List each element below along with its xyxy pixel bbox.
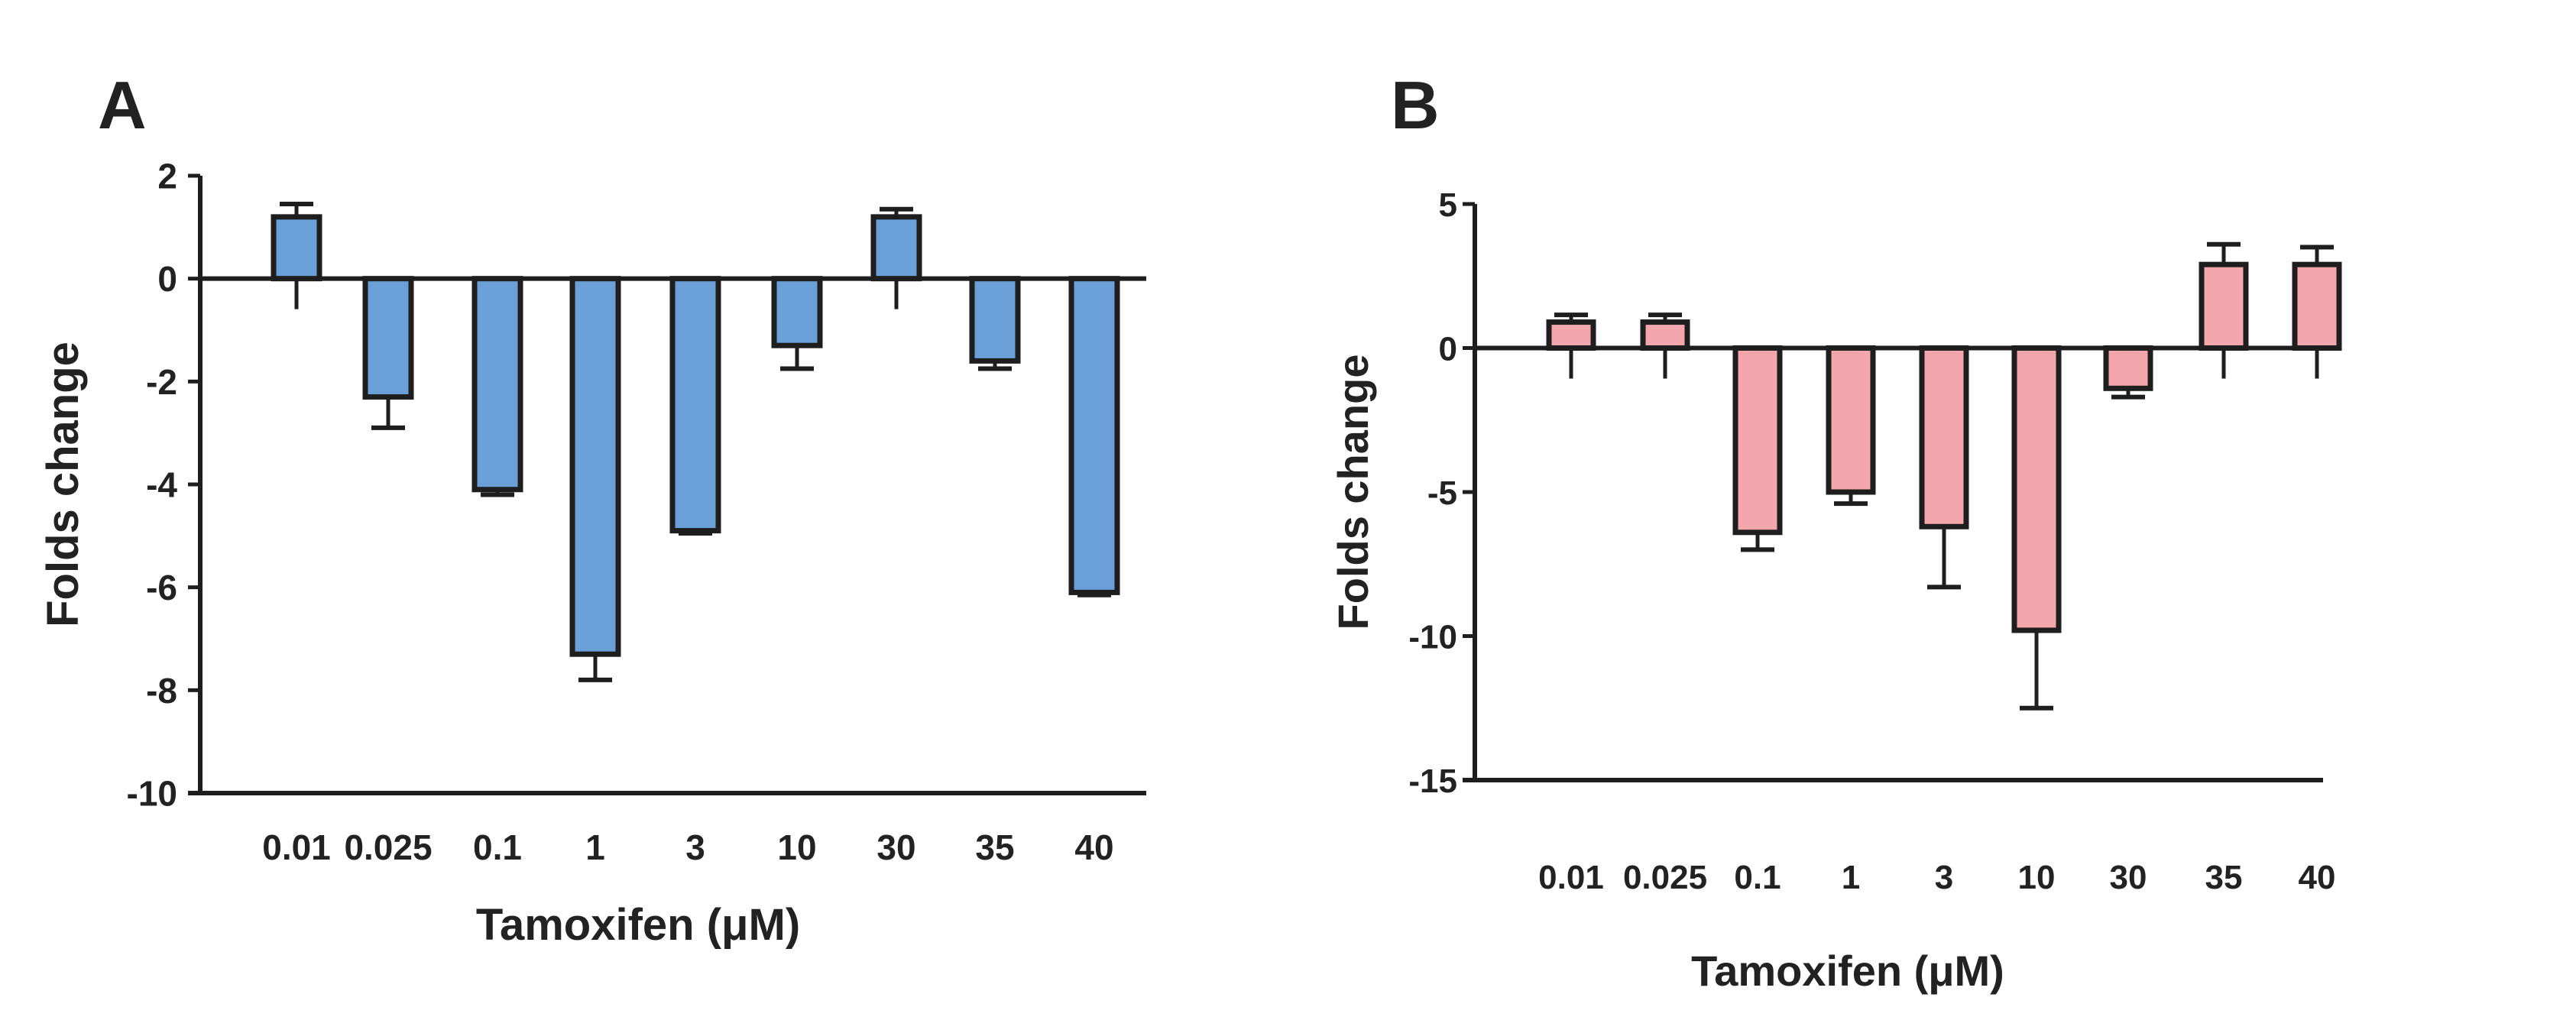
x-tick-label: 0.01	[1538, 859, 1604, 896]
x-tick-label: 30	[2110, 859, 2147, 896]
x-tick-label: 0.1	[473, 827, 522, 867]
y-tick-label: 5	[1439, 186, 1457, 224]
bar	[1546, 319, 1596, 351]
bar	[969, 276, 1021, 364]
y-tick-label: -15	[1408, 763, 1457, 800]
x-tick-label: 1	[585, 827, 605, 867]
bar	[771, 276, 823, 348]
x-tick-label: 0.1	[1734, 859, 1781, 896]
y-tick-label: -4	[146, 465, 177, 505]
bar	[1068, 276, 1120, 595]
chart-panel-b: 5 0 -5 -10 -15 0.01 0.025 0.1 1 3 10 30 35 40 Tamoxife…	[1329, 186, 2342, 995]
bar	[569, 276, 621, 657]
y-axis-title: Folds change	[38, 342, 88, 627]
bar	[1826, 345, 1876, 495]
x-tick-label: 1	[1842, 859, 1860, 896]
x-tick-label: 40	[1074, 827, 1113, 867]
x-tick-label: 10	[2018, 859, 2056, 896]
x-tick-label: 0.01	[262, 827, 331, 867]
x-tick-label: 0.025	[344, 827, 432, 867]
y-tick-label: -8	[146, 671, 177, 711]
x-tick-label: 35	[2205, 859, 2243, 896]
panel-b-letter: B	[1391, 67, 1440, 143]
bar	[1732, 345, 1783, 536]
y-tick-label: 2	[157, 157, 177, 196]
x-tick-label: 0.025	[1623, 859, 1707, 896]
y-tick-label: -10	[1408, 618, 1457, 656]
y-tick-label: -2	[146, 362, 177, 402]
bar	[870, 214, 922, 282]
bar	[362, 276, 414, 400]
bar	[471, 276, 523, 493]
bar	[669, 276, 721, 534]
y-tick-label: -5	[1427, 474, 1457, 512]
x-tick-label: 40	[2299, 859, 2336, 896]
y-tick-label: -10	[127, 774, 177, 814]
bar	[1640, 319, 1690, 351]
panel-a-letter: A	[98, 67, 147, 143]
y-tick-label: 0	[157, 259, 177, 299]
x-tick-label: 3	[685, 827, 705, 867]
bar	[2103, 345, 2153, 391]
x-axis-title: Tamoxifen (μM)	[476, 900, 800, 950]
y-tick-label: -6	[146, 568, 177, 607]
bar	[1919, 345, 1969, 529]
x-tick-label: 3	[1935, 859, 1953, 896]
y-axis-title: Folds change	[1329, 355, 1377, 630]
x-tick-label: 35	[975, 827, 1014, 867]
y-tick-label: 0	[1439, 330, 1457, 368]
x-tick-label: 30	[876, 827, 915, 867]
bar	[271, 214, 322, 282]
bar	[2199, 261, 2249, 351]
x-axis-title: Tamoxifen (μM)	[1691, 947, 2004, 995]
bar	[2292, 261, 2342, 351]
bar	[2011, 345, 2062, 633]
x-tick-label: 10	[777, 827, 816, 867]
chart-panel-a: 2 0 -2 -4 -6 -8 -10 0.01 0.025 0.1 1 3 10 30 35 40 Tamox…	[38, 157, 1146, 950]
